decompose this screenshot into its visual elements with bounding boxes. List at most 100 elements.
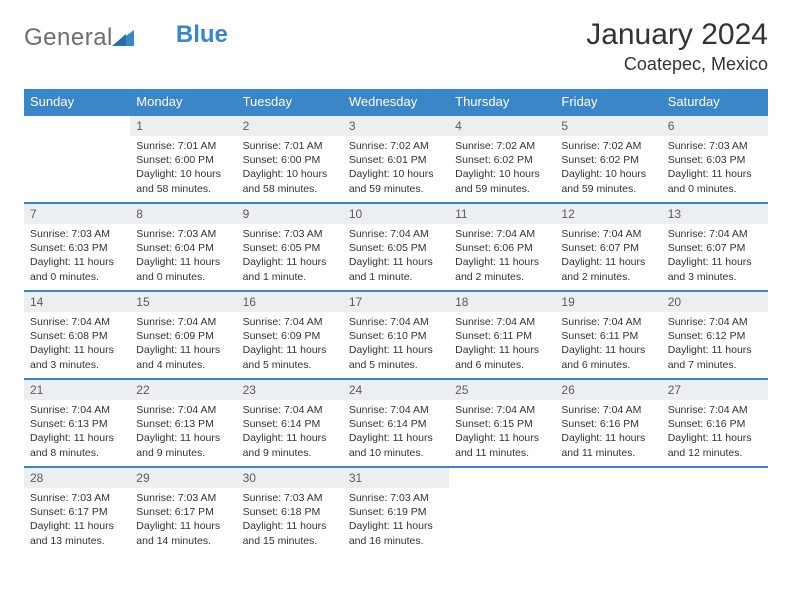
calendar-cell: 29Sunrise: 7:03 AMSunset: 6:17 PMDayligh… [130, 467, 236, 555]
sunrise-text: Sunrise: 7:04 AM [243, 315, 337, 329]
day-number: 2 [237, 116, 343, 136]
day-content: Sunrise: 7:02 AMSunset: 6:02 PMDaylight:… [555, 136, 661, 200]
day-header: Sunday [24, 89, 130, 115]
daylight-text: Daylight: 11 hours and 8 minutes. [30, 431, 124, 459]
day-content: Sunrise: 7:04 AMSunset: 6:16 PMDaylight:… [555, 400, 661, 464]
sunrise-text: Sunrise: 7:03 AM [243, 491, 337, 505]
sunset-text: Sunset: 6:06 PM [455, 241, 549, 255]
sunrise-text: Sunrise: 7:03 AM [30, 227, 124, 241]
sunrise-text: Sunrise: 7:04 AM [349, 227, 443, 241]
daylight-text: Daylight: 11 hours and 3 minutes. [30, 343, 124, 371]
calendar-row: 28Sunrise: 7:03 AMSunset: 6:17 PMDayligh… [24, 467, 768, 555]
day-number: 26 [555, 380, 661, 400]
day-number: 17 [343, 292, 449, 312]
daylight-text: Daylight: 10 hours and 58 minutes. [243, 167, 337, 195]
calendar-cell: 8Sunrise: 7:03 AMSunset: 6:04 PMDaylight… [130, 203, 236, 291]
sunrise-text: Sunrise: 7:04 AM [136, 315, 230, 329]
sunset-text: Sunset: 6:13 PM [30, 417, 124, 431]
daylight-text: Daylight: 11 hours and 5 minutes. [243, 343, 337, 371]
calendar-row: 14Sunrise: 7:04 AMSunset: 6:08 PMDayligh… [24, 291, 768, 379]
sunset-text: Sunset: 6:15 PM [455, 417, 549, 431]
day-content: Sunrise: 7:04 AMSunset: 6:07 PMDaylight:… [555, 224, 661, 288]
day-content: Sunrise: 7:04 AMSunset: 6:05 PMDaylight:… [343, 224, 449, 288]
sunset-text: Sunset: 6:12 PM [668, 329, 762, 343]
calendar-cell: 25 Sunrise: 7:04 AMSunset: 6:15 PMDayligh… [449, 379, 555, 467]
day-content: Sunrise: 7:02 AMSunset: 6:01 PMDaylight:… [343, 136, 449, 200]
day-header: Tuesday [237, 89, 343, 115]
day-content: Sunrise: 7:01 AMSunset: 6:00 PMDaylight:… [237, 136, 343, 200]
calendar-cell: 10Sunrise: 7:04 AMSunset: 6:05 PMDayligh… [343, 203, 449, 291]
sunset-text: Sunset: 6:03 PM [30, 241, 124, 255]
calendar-cell: 31Sunrise: 7:03 AMSunset: 6:19 PMDayligh… [343, 467, 449, 555]
day-content: Sunrise: 7:03 AMSunset: 6:17 PMDaylight:… [24, 488, 130, 552]
daylight-text: Daylight: 11 hours and 7 minutes. [668, 343, 762, 371]
day-header: Thursday [449, 89, 555, 115]
sunset-text: Sunset: 6:14 PM [243, 417, 337, 431]
daylight-text: Daylight: 10 hours and 59 minutes. [455, 167, 549, 195]
calendar-cell [662, 467, 768, 555]
day-header: Friday [555, 89, 661, 115]
calendar-cell: 21Sunrise: 7:04 AMSunset: 6:13 PMDayligh… [24, 379, 130, 467]
sunset-text: Sunset: 6:17 PM [30, 505, 124, 519]
day-content: Sunrise: 7:03 AMSunset: 6:03 PMDaylight:… [24, 224, 130, 288]
day-number: 24 [343, 380, 449, 400]
sunrise-text: Sunrise: 7:03 AM [136, 227, 230, 241]
day-content: Sunrise: 7:04 AMSunset: 6:08 PMDaylight:… [24, 312, 130, 376]
daylight-text: Daylight: 11 hours and 13 minutes. [30, 519, 124, 547]
sunrise-text: Sunrise: 7:01 AM [243, 139, 337, 153]
sunrise-text: Sunrise: 7:02 AM [455, 139, 549, 153]
sunrise-text: Sunrise: 7:04 AM [455, 403, 549, 417]
day-content: Sunrise: 7:01 AMSunset: 6:00 PMDaylight:… [130, 136, 236, 200]
sunrise-text: Sunrise: 7:04 AM [349, 315, 443, 329]
sunrise-text: Sunrise: 7:04 AM [561, 227, 655, 241]
day-number: 25 [449, 380, 555, 400]
daylight-text: Daylight: 10 hours and 59 minutes. [561, 167, 655, 195]
day-content: Sunrise: 7:04 AMSunset: 6:12 PMDaylight:… [662, 312, 768, 376]
sunset-text: Sunset: 6:09 PM [136, 329, 230, 343]
sunrise-text: Sunrise: 7:04 AM [30, 403, 124, 417]
sunrise-text: Sunrise: 7:04 AM [668, 315, 762, 329]
day-content: Sunrise: 7:04 AMSunset: 6:16 PMDaylight:… [662, 400, 768, 464]
daylight-text: Daylight: 11 hours and 1 minute. [349, 255, 443, 283]
sunset-text: Sunset: 6:09 PM [243, 329, 337, 343]
sunset-text: Sunset: 6:16 PM [561, 417, 655, 431]
day-number: 28 [24, 468, 130, 488]
calendar-cell: 18Sunrise: 7:04 AMSunset: 6:11 PMDayligh… [449, 291, 555, 379]
day-content: Sunrise: 7:04 AMSunset: 6:11 PMDaylight:… [555, 312, 661, 376]
sunrise-text: Sunrise: 7:03 AM [349, 491, 443, 505]
day-content: Sunrise: 7:04 AMSunset: 6:10 PMDaylight:… [343, 312, 449, 376]
day-content: Sunrise: 7:04 AMSunset: 6:07 PMDaylight:… [662, 224, 768, 288]
sunset-text: Sunset: 6:14 PM [349, 417, 443, 431]
calendar-cell: 15Sunrise: 7:04 AMSunset: 6:09 PMDayligh… [130, 291, 236, 379]
calendar-cell: 19Sunrise: 7:04 AMSunset: 6:11 PMDayligh… [555, 291, 661, 379]
day-content: Sunrise: 7:04 AMSunset: 6:14 PMDaylight:… [237, 400, 343, 464]
daylight-text: Daylight: 11 hours and 15 minutes. [243, 519, 337, 547]
calendar-cell: 3Sunrise: 7:02 AMSunset: 6:01 PMDaylight… [343, 115, 449, 203]
calendar-row: 21Sunrise: 7:04 AMSunset: 6:13 PMDayligh… [24, 379, 768, 467]
day-number: 18 [449, 292, 555, 312]
sunrise-text: Sunrise: 7:04 AM [668, 403, 762, 417]
day-number: 9 [237, 204, 343, 224]
sunrise-text: Sunrise: 7:04 AM [30, 315, 124, 329]
day-number: 23 [237, 380, 343, 400]
day-number: 1 [130, 116, 236, 136]
daylight-text: Daylight: 11 hours and 0 minutes. [136, 255, 230, 283]
month-title: January 2024 [586, 18, 768, 52]
sunrise-text: Sunrise: 7:04 AM [561, 403, 655, 417]
calendar-cell: 16Sunrise: 7:04 AMSunset: 6:09 PMDayligh… [237, 291, 343, 379]
daylight-text: Daylight: 11 hours and 11 minutes. [455, 431, 549, 459]
day-number: 22 [130, 380, 236, 400]
sunset-text: Sunset: 6:02 PM [455, 153, 549, 167]
daylight-text: Daylight: 10 hours and 58 minutes. [136, 167, 230, 195]
sunrise-text: Sunrise: 7:03 AM [668, 139, 762, 153]
sunrise-text: Sunrise: 7:04 AM [349, 403, 443, 417]
calendar-cell: 28Sunrise: 7:03 AMSunset: 6:17 PMDayligh… [24, 467, 130, 555]
calendar-cell [555, 467, 661, 555]
daylight-text: Daylight: 10 hours and 59 minutes. [349, 167, 443, 195]
day-number: 3 [343, 116, 449, 136]
calendar-table: Sunday Monday Tuesday Wednesday Thursday… [24, 89, 768, 555]
calendar-cell: 11Sunrise: 7:04 AMSunset: 6:06 PMDayligh… [449, 203, 555, 291]
sunrise-text: Sunrise: 7:04 AM [668, 227, 762, 241]
day-content: Sunrise: 7:04 AMSunset: 6:11 PMDaylight:… [449, 312, 555, 376]
sunrise-text: Sunrise: 7:04 AM [136, 403, 230, 417]
